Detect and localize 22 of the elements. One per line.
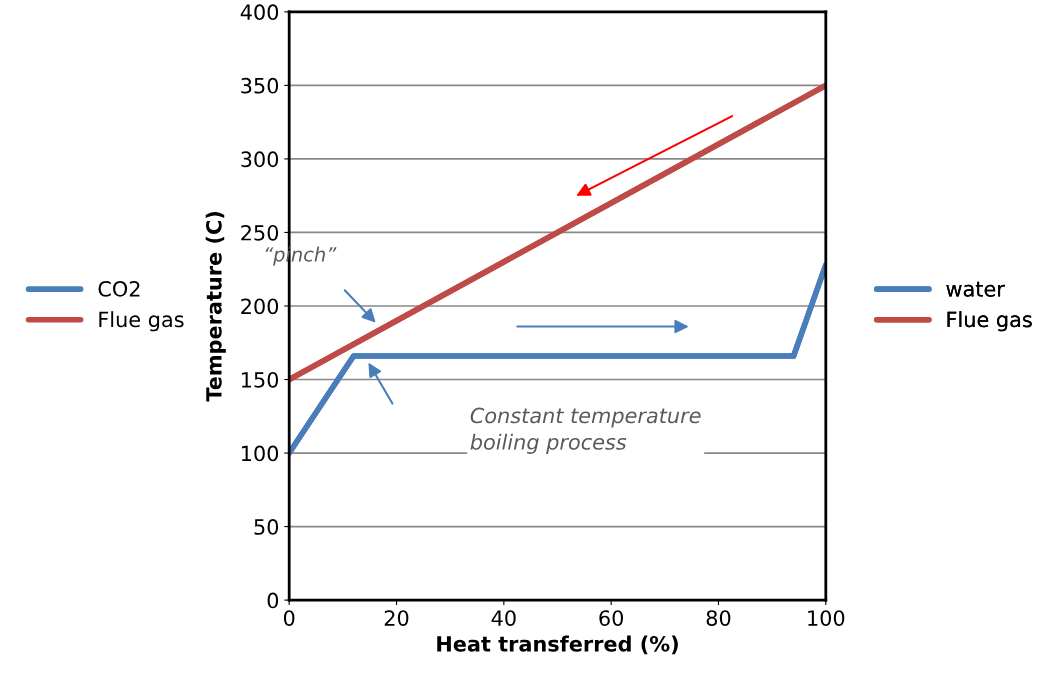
x-tick-label: 60 <box>599 610 624 626</box>
legend-label: Flue gas <box>947 311 1032 332</box>
annotation: Constant temperature boiling process <box>470 407 701 454</box>
y-tick-label: 0 <box>267 592 279 609</box>
y-tick-label: 50 <box>254 519 279 535</box>
y-tick-label: 400 <box>240 4 279 21</box>
legend-label: Flue gas <box>99 311 184 332</box>
y-tick-label: 100 <box>241 445 279 462</box>
legend-label: water <box>946 281 1005 297</box>
legend-label: CO2 <box>98 280 140 297</box>
x-axis-title: Heat transferred (%) <box>437 635 678 655</box>
y-axis-title: Temperature (C) <box>205 212 226 402</box>
x-tick-label: 20 <box>384 610 409 626</box>
x-tick-label: 80 <box>706 610 731 626</box>
y-tick-label: 150 <box>241 371 279 388</box>
y-tick-label: 250 <box>241 224 279 241</box>
y-tick-label: 200 <box>241 298 279 315</box>
x-tick-label: 40 <box>491 610 516 626</box>
x-tick-label: 100 <box>808 610 845 626</box>
x-tick-label: 0 <box>283 610 295 626</box>
y-tick-label: 350 <box>241 77 279 94</box>
y-tick-label: 300 <box>241 151 279 168</box>
